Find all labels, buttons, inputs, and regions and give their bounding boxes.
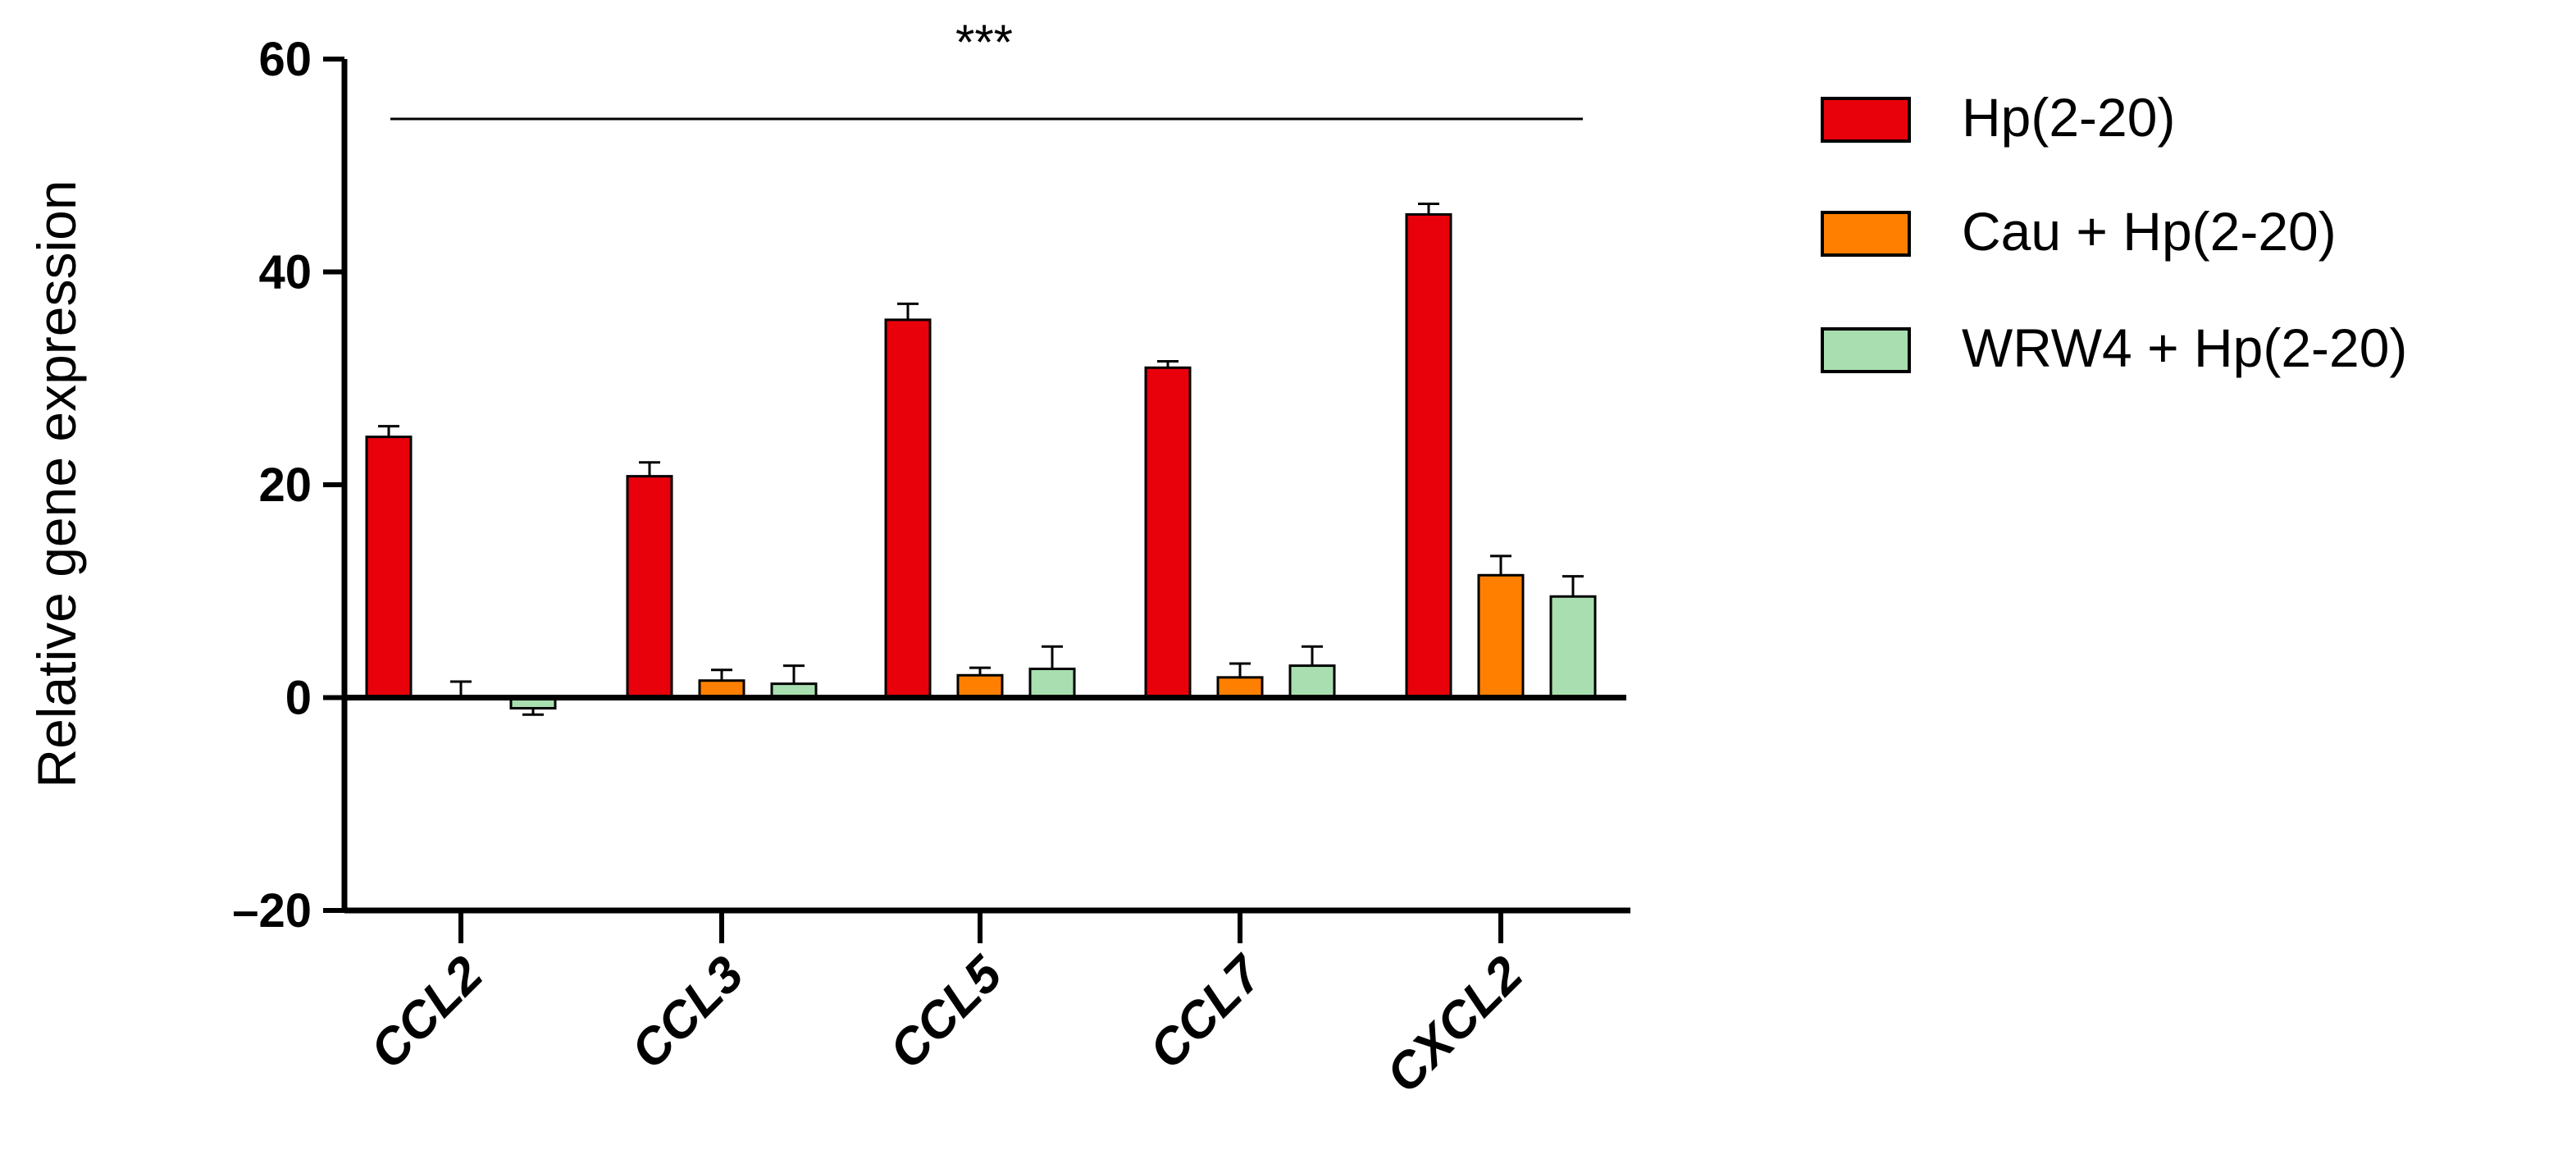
bar-ccl3-series-1 <box>626 475 673 699</box>
significance-layer: *** <box>390 15 1583 121</box>
bars-layer <box>365 202 1597 716</box>
bar-cxcl2-series-1 <box>1405 212 1452 699</box>
x-tick-label: CCL7 <box>1139 944 1274 1079</box>
x-tick-label: CCL5 <box>879 945 1014 1079</box>
legend-label: Hp(2-20) <box>1962 87 2175 148</box>
y-tick-label: 40 <box>258 246 312 299</box>
bar-ccl7-series-3 <box>1288 664 1336 700</box>
bar-ccl7-series-2 <box>1216 676 1264 699</box>
bar-ccl7-series-1 <box>1144 366 1192 699</box>
bar-cxcl2-series-2 <box>1477 573 1525 699</box>
y-tick-label: 60 <box>258 33 312 86</box>
y-axis-label: Relative gene expression <box>26 180 87 787</box>
x-tick-label: CCL2 <box>360 946 494 1079</box>
y-tick-label: –20 <box>232 884 312 938</box>
legend: Hp(2-20) Cau + Hp(2-20) WRW4 + Hp(2-20) <box>1821 87 2407 378</box>
bar-ccl2-series-1 <box>365 436 413 699</box>
legend-label: Cau + Hp(2-20) <box>1962 201 2337 262</box>
bar-ccl5-series-2 <box>956 673 1004 700</box>
significance-label: *** <box>955 15 1013 70</box>
bar-cxcl2-series-3 <box>1549 595 1597 699</box>
bar-ccl5-series-1 <box>884 318 932 699</box>
legend-swatch <box>1821 97 1911 143</box>
x-tick-label: CCL3 <box>621 946 755 1079</box>
legend-swatch <box>1821 327 1911 373</box>
y-tick-label: 20 <box>258 459 312 512</box>
y-tick-label: 0 <box>285 672 312 725</box>
legend-label: WRW4 + Hp(2-20) <box>1962 317 2407 378</box>
x-tick-label: CXCL2 <box>1375 946 1534 1104</box>
legend-swatch <box>1821 211 1911 257</box>
bar-ccl5-series-3 <box>1028 667 1076 700</box>
